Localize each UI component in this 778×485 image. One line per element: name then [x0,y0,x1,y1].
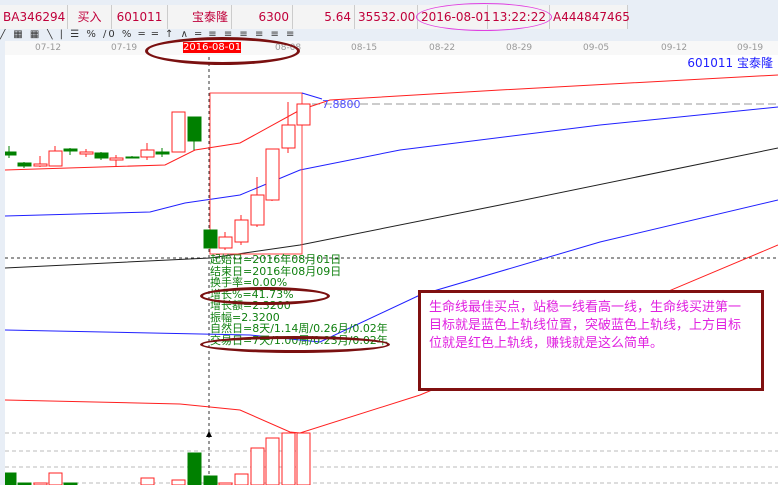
date-tick: 07-12 [35,43,62,53]
candle-body [296,103,311,126]
life-line [5,147,778,269]
candle-body [203,229,218,249]
candle-body [79,151,94,155]
price-label: 7.8800 [322,98,361,111]
volume-bar [187,452,202,485]
candle-body [63,148,78,152]
growth-ellipse [200,287,330,305]
date-tick: 08-29 [506,43,533,53]
order-id: BA346294 [0,5,68,29]
cursor-arrow-icon [206,431,212,437]
candle-body [250,194,265,226]
volume-bar [218,482,233,485]
upper-red-band [5,74,778,171]
stat-line: 结束日=2016年08月09日 [210,264,342,278]
range-box [209,92,303,255]
toolbar-icons[interactable]: ╱ ▦ ▦ ╲ | ☰ % /0 % ═ ═ ↑ ∧ ═ ≡ ≡ ≡ ≡ ≡ ≡ [0,29,297,40]
volume-bar [281,432,296,485]
lower-blue-band [5,199,778,343]
candle-body [171,111,186,153]
volume-bar [17,482,32,485]
price: 5.64 [293,5,355,29]
chart-title: 601011 宝泰隆 [687,55,773,70]
tradeday-ellipse [200,336,390,353]
kline-chart[interactable]: 7.8800 601011 宝泰隆 [5,55,778,485]
candle-body [5,151,17,156]
candle-body [17,162,32,167]
candle-body [109,157,124,161]
date-ellipse [145,37,300,65]
amount: 35532.00 [355,5,418,29]
highlight-ellipse [416,3,552,31]
candle-body [140,149,155,158]
stock-code: 601011 [112,5,168,29]
date-tick: 09-05 [583,43,610,53]
date-tick: 08-15 [351,43,378,53]
date-tick: 07-19 [111,43,138,53]
date-axis: 07-12 07-19 2016-08-01 08-08 08-15 08-22 08-29… [5,41,778,55]
volume-bar [171,479,186,485]
volume-bar [265,437,280,485]
candle-body [48,150,63,167]
candle-body [234,219,249,243]
volume-bar [250,447,265,485]
stock-name: 宝泰隆 [168,5,232,29]
date-tick: 09-19 [737,43,764,53]
candle-body [281,124,296,149]
candle-body [125,156,140,159]
date-tick: 08-22 [429,43,456,53]
candle-body [265,148,280,201]
annotation-box: 生命线最佳买点，站稳一线看高一线，生命线买进第一目标就是蓝色上轨线位置，突破蓝色… [418,290,764,391]
order-side: 买入 [68,5,112,29]
volume-bar [234,473,249,485]
stat-line: 起始日=2016年08月01日 [210,253,342,266]
candle-body [33,163,48,167]
stat-line: 自然日=8天/1.14周/0.26月/0.02年 [210,322,388,335]
drawing-toolbar[interactable]: ╱ ▦ ▦ ╲ | ☰ % /0 % ═ ═ ↑ ∧ ═ ≡ ≡ ≡ ≡ ≡ ≡ [0,29,778,41]
pointer-line [301,92,323,100]
candle-body [218,236,233,249]
volume-bar [203,475,218,485]
volume-bar [48,472,63,485]
candle-body [187,116,202,142]
volume-bar [33,482,48,485]
date-tick: 09-12 [661,43,688,53]
volume-bar [140,477,155,485]
stat-line: 振幅=2.3200 [210,310,280,324]
stat-line: 增长额=2.3200 [210,299,291,312]
volume-bar [63,482,78,485]
stat-line: 换手率=0.00% [210,276,288,289]
volume-bar [5,472,17,485]
candle-body [155,151,170,155]
volume-bar [296,432,311,485]
quantity: 6300 [232,5,293,29]
account: A444847465 [550,5,630,29]
candle-body [94,152,109,159]
chart-bg [5,55,778,485]
